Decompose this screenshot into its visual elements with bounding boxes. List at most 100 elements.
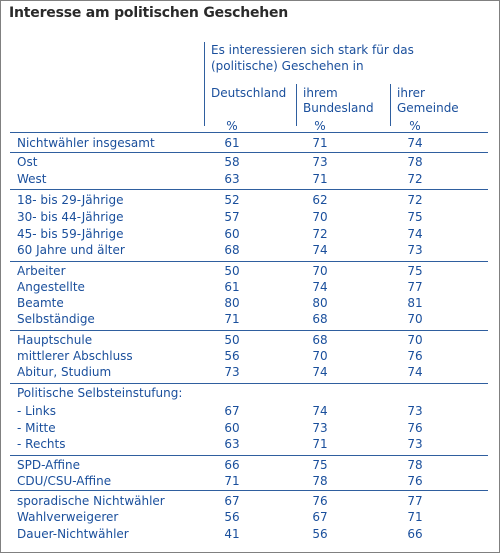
value-gemeinde: 73	[407, 404, 423, 418]
value-gemeinde: 75	[407, 210, 423, 224]
value-gemeinde: 76	[407, 474, 423, 488]
value-gemeinde: 72	[407, 172, 423, 186]
value-gemeinde: 74	[407, 136, 423, 150]
value-deutschland: 56	[224, 349, 240, 363]
value-bundesland: 78	[312, 474, 328, 488]
row-label: 60 Jahre und älter	[17, 243, 125, 257]
value-gemeinde: 70	[407, 333, 423, 347]
row-label: Arbeiter	[17, 264, 66, 278]
value-deutschland: 50	[224, 333, 240, 347]
value-deutschland: 63	[224, 172, 240, 186]
column-header-deutschland: Deutschland	[211, 86, 287, 100]
group-divider	[10, 383, 488, 384]
value-bundesland: 74	[312, 404, 328, 418]
header-question: Es interessieren sich stark für das	[211, 43, 414, 57]
value-deutschland: 50	[224, 264, 240, 278]
value-gemeinde: 74	[407, 365, 423, 379]
unit-label: %	[314, 119, 326, 133]
value-gemeinde: 78	[407, 458, 423, 472]
value-bundesland: 73	[312, 155, 328, 169]
group-divider	[10, 189, 488, 190]
value-gemeinde: 77	[407, 280, 423, 294]
value-bundesland: 72	[312, 227, 328, 241]
row-label: Wahlverweigerer	[17, 510, 119, 524]
row-label: Abitur, Studium	[17, 365, 112, 379]
column-header-bundesland: ihrem	[303, 86, 338, 100]
group-divider	[10, 330, 488, 331]
value-bundesland: 76	[312, 494, 328, 508]
value-gemeinde: 72	[407, 193, 423, 207]
row-label: - Mitte	[17, 421, 56, 435]
value-gemeinde: 66	[407, 527, 423, 541]
group-divider	[10, 261, 488, 262]
row-label: West	[17, 172, 47, 186]
row-label: Dauer-Nichtwähler	[17, 527, 129, 541]
value-bundesland: 70	[312, 264, 328, 278]
value-deutschland: 61	[224, 136, 240, 150]
row-label: - Rechts	[17, 437, 66, 451]
column-divider	[204, 42, 205, 126]
row-label: 45- bis 59-Jährige	[17, 227, 124, 241]
value-bundesland: 71	[312, 172, 328, 186]
value-deutschland: 60	[224, 227, 240, 241]
value-bundesland: 74	[312, 365, 328, 379]
group-divider	[10, 490, 488, 491]
row-label: Nichtwähler insgesamt	[17, 136, 155, 150]
value-deutschland: 61	[224, 280, 240, 294]
row-label: Selbständige	[17, 312, 95, 326]
value-deutschland: 60	[224, 421, 240, 435]
unit-label: %	[226, 119, 238, 133]
value-bundesland: 70	[312, 210, 328, 224]
value-bundesland: 71	[312, 136, 328, 150]
value-deutschland: 71	[224, 312, 240, 326]
row-label: SPD-Affine	[17, 458, 80, 472]
column-header-gemeinde: Gemeinde	[397, 101, 459, 115]
value-deutschland: 67	[224, 494, 240, 508]
column-header-bundesland: Bundesland	[303, 101, 374, 115]
value-deutschland: 80	[224, 296, 240, 310]
value-bundesland: 68	[312, 312, 328, 326]
row-label: Hauptschule	[17, 333, 93, 347]
value-gemeinde: 81	[407, 296, 423, 310]
value-gemeinde: 77	[407, 494, 423, 508]
value-gemeinde: 74	[407, 227, 423, 241]
value-bundesland: 68	[312, 333, 328, 347]
unit-label: %	[409, 119, 421, 133]
value-bundesland: 74	[312, 243, 328, 257]
row-label: Beamte	[17, 296, 64, 310]
page-title: Interesse am politischen Geschehen	[9, 5, 289, 21]
value-gemeinde: 78	[407, 155, 423, 169]
value-deutschland: 57	[224, 210, 240, 224]
value-gemeinde: 75	[407, 264, 423, 278]
value-bundesland: 75	[312, 458, 328, 472]
row-label: Politische Selbsteinstufung:	[17, 386, 183, 400]
column-divider	[296, 84, 297, 126]
value-deutschland: 58	[224, 155, 240, 169]
row-label: 30- bis 44-Jährige	[17, 210, 124, 224]
value-bundesland: 70	[312, 349, 328, 363]
value-deutschland: 71	[224, 474, 240, 488]
row-label: Angestellte	[17, 280, 85, 294]
row-label: sporadische Nichtwähler	[17, 494, 165, 508]
column-divider	[390, 84, 391, 126]
value-bundesland: 56	[312, 527, 328, 541]
value-bundesland: 74	[312, 280, 328, 294]
value-deutschland: 63	[224, 437, 240, 451]
row-label: Ost	[17, 155, 38, 169]
value-gemeinde: 71	[407, 510, 423, 524]
row-label: CDU/CSU-Affine	[17, 474, 112, 488]
value-deutschland: 66	[224, 458, 240, 472]
value-deutschland: 41	[224, 527, 240, 541]
value-gemeinde: 73	[407, 437, 423, 451]
value-bundesland: 80	[312, 296, 328, 310]
value-bundesland: 73	[312, 421, 328, 435]
header-question: (politische) Geschehen in	[211, 59, 364, 73]
row-label: mittlerer Abschluss	[17, 349, 133, 363]
value-gemeinde: 76	[407, 349, 423, 363]
value-deutschland: 73	[224, 365, 240, 379]
header-divider	[10, 132, 488, 133]
value-deutschland: 68	[224, 243, 240, 257]
value-bundesland: 71	[312, 437, 328, 451]
value-bundesland: 62	[312, 193, 328, 207]
value-bundesland: 67	[312, 510, 328, 524]
